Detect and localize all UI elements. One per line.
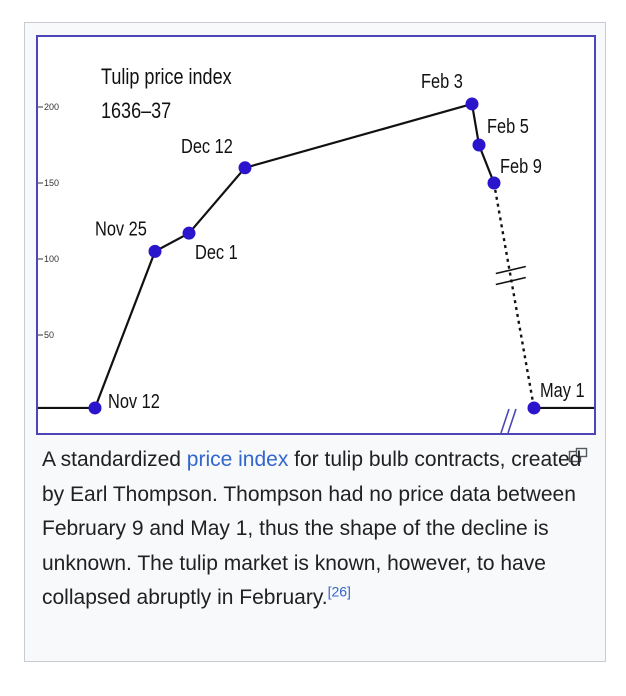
chart-title-line-2: 1636–37	[101, 99, 171, 123]
label-dec-12: Dec 12	[181, 134, 233, 157]
axis-break-mark-1	[500, 408, 510, 433]
label-nov-12: Nov 12	[108, 389, 160, 412]
point-nov-25	[148, 244, 162, 258]
point-nov-12	[88, 401, 102, 415]
chart-title-line-1: Tulip price index	[101, 65, 232, 89]
label-feb-5: Feb 5	[487, 114, 529, 137]
figure-caption: A standardized price index for tulip bul…	[42, 443, 592, 616]
point-dec-12	[238, 161, 252, 175]
y-tick-label-100: 100	[44, 254, 59, 264]
label-feb-9: Feb 9	[500, 154, 542, 177]
label-nov-25: Nov 25	[95, 217, 147, 240]
unknown-decline-line	[492, 182, 536, 409]
point-dec-1	[182, 226, 196, 240]
price-index-link[interactable]: price index	[186, 448, 289, 471]
figure-thumbnail: 50 100 150 200 Tulip price index 1636–37 Nov 1…	[24, 22, 606, 662]
break-mark-1	[495, 265, 526, 275]
label-dec-1: Dec 1	[195, 241, 238, 264]
y-tick-label-200: 200	[44, 102, 59, 112]
point-may-1	[527, 401, 541, 415]
point-feb-5	[472, 138, 486, 152]
reference-link[interactable]: [26]	[327, 583, 351, 600]
point-feb-9	[487, 176, 501, 190]
chart-frame[interactable]: 50 100 150 200 Tulip price index 1636–37 Nov 1…	[36, 35, 596, 435]
label-feb-3: Feb 3	[421, 69, 463, 92]
caption-text-start: A standardized	[42, 448, 187, 471]
tulip-price-chart: 50 100 150 200 Tulip price index 1636–37 Nov 1…	[38, 65, 594, 433]
y-tick-label-50: 50	[44, 330, 54, 340]
caption-text-rest: for tulip bulb contracts, created by Ear…	[42, 448, 582, 609]
break-mark-2	[495, 276, 526, 286]
label-may-1: May 1	[540, 378, 585, 401]
magnify-icon[interactable]	[568, 447, 588, 463]
y-tick-label-150: 150	[44, 178, 59, 188]
axis-break-mark-2	[507, 408, 517, 433]
point-feb-3	[465, 97, 479, 111]
